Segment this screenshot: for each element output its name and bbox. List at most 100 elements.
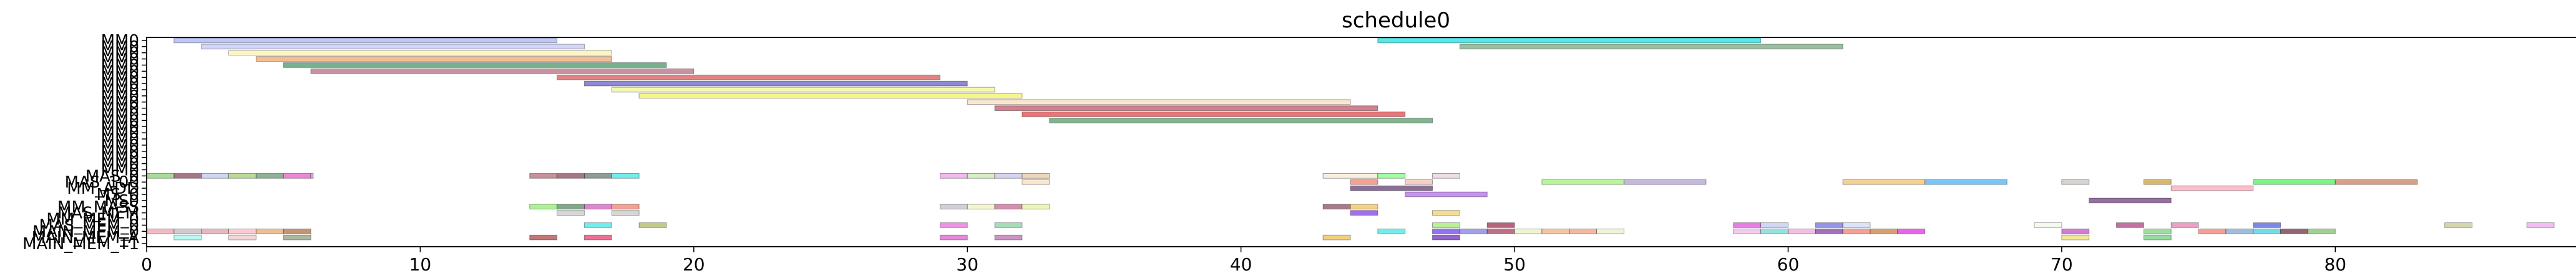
y-tick-label: MM0	[101, 161, 139, 179]
x-tick-label: 40	[1230, 254, 1252, 273]
task-bar	[2253, 222, 2281, 228]
task-bar	[611, 204, 640, 210]
y-tick-label: MAS_0	[85, 167, 139, 186]
task-bar	[2526, 222, 2555, 228]
task-bar	[939, 204, 968, 210]
task-bar	[583, 204, 612, 210]
task-bar	[1350, 185, 1433, 191]
y-tick-label: MM0	[101, 69, 139, 87]
y-axis-labels: MM0MM0MM0MM0MM0MM0MM0MM0MM0MM0MM0MM0MM0M…	[22, 32, 147, 254]
task-bar	[1322, 173, 1378, 179]
plot-frame	[146, 37, 2576, 247]
task-bar	[1322, 234, 1351, 240]
task-bar	[967, 204, 995, 210]
task-bar	[1377, 37, 1762, 44]
task-bar	[146, 173, 175, 179]
task-bar	[638, 93, 1023, 99]
task-bar	[255, 173, 284, 179]
y-tick-label: MM0	[101, 130, 139, 149]
y-tick-label: MAS_100	[65, 173, 139, 192]
chart-title: schedule0	[1342, 8, 1450, 33]
task-bar	[557, 210, 585, 216]
task-bar	[1486, 222, 1515, 228]
task-bar	[310, 68, 695, 74]
task-bar	[201, 173, 230, 179]
task-bar	[2444, 222, 2472, 228]
task-bar	[173, 173, 202, 179]
task-bar	[1432, 210, 1460, 216]
task-bar	[173, 37, 558, 44]
task-bar	[529, 234, 558, 240]
task-bar	[201, 228, 230, 234]
task-bar	[611, 210, 640, 216]
task-bar	[611, 87, 995, 93]
task-bar	[967, 99, 1351, 105]
x-tick-label: 0	[141, 254, 152, 273]
y-tick-label: MS0	[105, 192, 139, 211]
task-bar	[583, 173, 612, 179]
task-bar	[1925, 179, 2008, 185]
x-tick-label: 20	[683, 254, 705, 273]
task-bar	[1596, 228, 1624, 234]
task-bar	[2143, 234, 2172, 240]
task-bar	[557, 74, 940, 80]
task-bar	[1322, 204, 1351, 210]
task-bar	[939, 234, 968, 240]
task-bar	[2225, 228, 2254, 234]
y-tick-label: MS_0	[97, 186, 139, 204]
task-bar	[283, 62, 667, 68]
task-bar	[1405, 191, 1488, 197]
task-bar	[1459, 228, 1488, 234]
x-axis: 0 10 20 30 40 50 60 70 80	[141, 247, 2346, 275]
task-bar	[146, 228, 175, 234]
task-bar	[557, 204, 585, 210]
task-bar	[1432, 228, 1460, 234]
task-bar	[1377, 173, 1406, 179]
y-tick-label: MM0	[101, 44, 139, 63]
x-tick-label: 80	[2324, 254, 2346, 273]
y-tick-label: MM0	[101, 62, 139, 81]
task-bar	[283, 173, 311, 179]
task-bars	[146, 37, 2555, 240]
task-bar	[1022, 204, 1050, 210]
task-bar	[529, 204, 558, 210]
task-bar	[529, 173, 558, 179]
task-bar	[1022, 112, 1406, 117]
task-bar	[2253, 228, 2281, 234]
y-tick-label: MM0	[101, 136, 139, 155]
task-bar	[228, 173, 256, 179]
task-bar	[2170, 185, 2254, 191]
task-bar	[228, 228, 256, 234]
task-bar	[2170, 222, 2199, 228]
task-bar	[1541, 179, 1624, 185]
y-tick-label: MM0	[101, 155, 139, 174]
task-bar	[2253, 179, 2336, 185]
task-bar	[2034, 222, 2062, 228]
y-tick-label: MM_MASS	[57, 198, 139, 217]
task-bar	[994, 173, 1023, 179]
task-bar	[1623, 179, 1707, 185]
task-bar	[638, 222, 667, 228]
task-bar	[939, 222, 968, 228]
y-tick-label: MM_MEM_0	[46, 211, 139, 229]
task-bar	[583, 234, 612, 240]
y-tick-label: MM0	[101, 93, 139, 112]
x-tick-label: 50	[1503, 254, 1526, 273]
task-bar	[1514, 228, 1543, 234]
task-bar	[1787, 228, 1816, 234]
y-tick-label: MM0	[101, 149, 139, 168]
task-bar	[2334, 179, 2418, 185]
task-bar	[2116, 222, 2144, 228]
task-bar	[1815, 222, 1843, 228]
task-bar	[1350, 204, 1378, 210]
task-bar	[611, 173, 640, 179]
task-bar	[2061, 234, 2090, 240]
y-tick-label: MM0	[101, 56, 139, 75]
task-bar	[1405, 179, 1433, 185]
task-bar	[255, 56, 612, 62]
task-bar	[994, 234, 1023, 240]
task-bar	[2307, 228, 2336, 234]
y-tick-label: MAS_MEM	[57, 204, 139, 223]
task-bar	[2061, 228, 2090, 234]
